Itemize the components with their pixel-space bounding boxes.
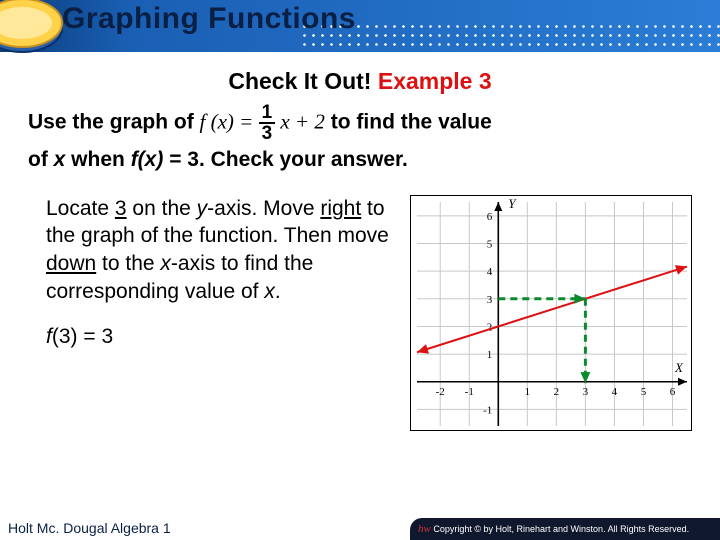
formula-rhs: x + 2 xyxy=(275,110,325,134)
svg-text:4: 4 xyxy=(612,385,618,397)
prompt-p3: of xyxy=(28,148,54,171)
prompt-p2: to find the value xyxy=(325,111,492,134)
problem-block: Check It Out! Example 3 Use the graph of… xyxy=(0,58,720,177)
svg-text:3: 3 xyxy=(583,385,589,397)
svg-text:2: 2 xyxy=(487,321,493,333)
formula-lhs: f (x) = xyxy=(200,110,259,134)
prompt-text: Use the graph of f (x) = 13 x + 2 to fin… xyxy=(28,103,692,177)
svg-text:5: 5 xyxy=(641,385,647,397)
t3: -axis. Move xyxy=(207,197,320,220)
t1: Locate xyxy=(46,197,115,220)
content-row: Locate 3 on the y-axis. Move right to th… xyxy=(0,187,720,431)
header-dots xyxy=(300,22,720,52)
frac-num: 1 xyxy=(259,103,276,124)
svg-text:6: 6 xyxy=(487,210,493,222)
svg-text:3: 3 xyxy=(487,293,493,305)
u1: 3 xyxy=(115,197,127,220)
i3: x xyxy=(264,280,275,303)
footer-copyright: hw Copyright © by Holt, Rinehart and Win… xyxy=(410,518,720,540)
explanation: Locate 3 on the y-axis. Move right to th… xyxy=(46,195,396,431)
svg-text:5: 5 xyxy=(487,238,493,250)
copy-text: Copyright © by Holt, Rinehart and Winsto… xyxy=(433,524,689,534)
svg-text:Y: Y xyxy=(508,196,517,211)
graph-svg: -2 -1 1 2 3 4 5 6 -1 1 2 3 4 5 6 X Y xyxy=(411,196,693,432)
frac-den: 3 xyxy=(259,124,276,143)
check-title: Check It Out! Example 3 xyxy=(28,68,692,95)
prompt-x: x xyxy=(54,148,66,171)
formula-frac: 13 xyxy=(259,103,276,143)
t7: . xyxy=(275,280,281,303)
u2: right xyxy=(320,197,361,220)
svg-text:4: 4 xyxy=(487,266,493,278)
copy-hw: hw xyxy=(418,523,431,535)
svg-text:X: X xyxy=(674,359,684,374)
page-title: Graphing Functions xyxy=(62,2,356,36)
check-label: Check It Out! xyxy=(228,68,371,94)
svg-text:1: 1 xyxy=(525,385,531,397)
svg-text:-1: -1 xyxy=(465,385,474,397)
footer-book: Holt Mc. Dougal Algebra 1 xyxy=(8,520,171,536)
svg-text:6: 6 xyxy=(670,385,676,397)
prompt-p4: when xyxy=(65,148,130,171)
svg-text:-2: -2 xyxy=(436,385,445,397)
svg-text:2: 2 xyxy=(554,385,560,397)
explain-p1: Locate 3 on the y-axis. Move right to th… xyxy=(46,195,396,306)
svg-text:1: 1 xyxy=(487,349,493,361)
i1: y xyxy=(197,197,208,220)
header-badge-icon xyxy=(0,0,70,58)
res-arg: (3) = 3 xyxy=(52,325,113,348)
prompt-p1: Use the graph of xyxy=(28,111,200,134)
prompt-p5: = 3. Check your answer. xyxy=(163,148,408,171)
svg-text:-1: -1 xyxy=(483,404,492,416)
t5: to the xyxy=(96,252,160,275)
t2: on the xyxy=(127,197,197,220)
graph: -2 -1 1 2 3 4 5 6 -1 1 2 3 4 5 6 X Y xyxy=(410,195,692,431)
u3: down xyxy=(46,252,96,275)
explain-result: f(3) = 3 xyxy=(46,323,396,351)
slide-header: Graphing Functions xyxy=(0,0,720,58)
footer: Holt Mc. Dougal Algebra 1 hw Copyright ©… xyxy=(0,514,720,540)
i2: x xyxy=(160,252,171,275)
example-label: Example 3 xyxy=(378,68,492,94)
prompt-fx: f(x) xyxy=(131,148,164,171)
